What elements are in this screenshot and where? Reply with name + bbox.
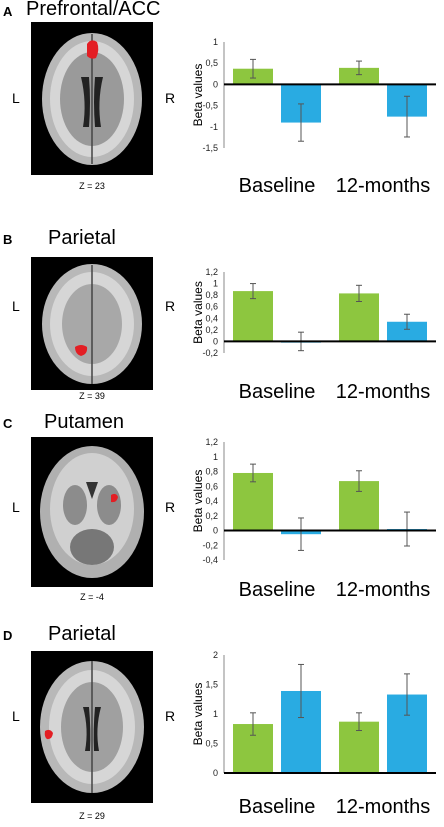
- panel-letter: D: [3, 628, 13, 643]
- panel-letter: B: [3, 232, 13, 247]
- panel-b: B Parietal L R Z = 39 Beta values 1,2 1 0,8…: [0, 205, 444, 410]
- y-tick-label: -0,2: [202, 348, 218, 358]
- y-tick-label: 0,4: [205, 313, 218, 323]
- panel-title: Parietal: [48, 227, 116, 249]
- right-side-label: R: [165, 298, 176, 314]
- panel-letter: C: [3, 416, 13, 431]
- y-tick-label: 0,8: [205, 467, 218, 477]
- y-tick-label: 0,2: [205, 511, 218, 521]
- panel-title: Putamen: [44, 411, 125, 433]
- y-tick-label: -1: [210, 122, 218, 132]
- right-side-label: R: [165, 708, 176, 724]
- y-tick-label: 0,4: [205, 496, 218, 506]
- y-tick-label: 0,6: [205, 481, 218, 491]
- brain-slice-image: [31, 651, 153, 803]
- y-tick-label: -1,5: [202, 143, 218, 153]
- brain-slice-image: [31, 437, 153, 587]
- y-tick-label: 1,5: [205, 680, 218, 690]
- bar: [233, 472, 273, 531]
- y-tick-label: 0,6: [205, 302, 218, 312]
- y-axis-label: Beta values: [191, 470, 205, 533]
- y-tick-label: 0: [213, 526, 218, 536]
- y-tick-label: 1: [213, 709, 218, 719]
- right-side-label: R: [165, 499, 176, 515]
- y-tick-label: 0,5: [205, 739, 218, 749]
- z-coordinate-label: Z = 39: [79, 391, 105, 401]
- bar: [387, 321, 427, 342]
- y-tick-label: 0,8: [205, 290, 218, 300]
- y-tick-label: 0,5: [205, 58, 218, 68]
- brain-slice-image: [31, 257, 153, 390]
- y-tick-label: -0,2: [202, 540, 218, 550]
- y-tick-label: 1,2: [205, 437, 218, 447]
- y-axis-label: Beta values: [191, 683, 205, 746]
- category-label: Baseline: [239, 579, 316, 601]
- y-tick-label: 1: [213, 37, 218, 47]
- bar: [233, 291, 273, 342]
- y-tick-label: 2: [213, 650, 218, 660]
- panel-title: Prefrontal/ACC: [26, 0, 161, 20]
- category-label: 12-months: [336, 796, 431, 818]
- left-side-label: L: [12, 90, 20, 106]
- y-tick-label: 1: [213, 452, 218, 462]
- z-coordinate-label: Z = -4: [80, 592, 104, 602]
- brain-slice-image: [31, 22, 153, 175]
- y-tick-label: 0: [213, 79, 218, 89]
- y-tick-label: 0: [213, 336, 218, 346]
- category-label: 12-months: [336, 579, 431, 601]
- z-coordinate-label: Z = 29: [79, 811, 105, 821]
- bar-chart: Beta values 1 0,5 0 -0,5 -1 -1,5 Baseline 12-mon…: [191, 37, 436, 197]
- category-label: 12-months: [336, 381, 431, 403]
- panel-d: D Parietal L R Z = 29 Beta values 2 1,5 1 0,…: [0, 615, 444, 827]
- category-label: 12-months: [336, 175, 431, 197]
- y-tick-label: 1: [213, 279, 218, 289]
- y-tick-label: -0,4: [202, 555, 218, 565]
- y-axis-label: Beta values: [191, 281, 205, 344]
- panel-title: Parietal: [48, 623, 116, 645]
- bar-chart: Beta values 2 1,5 1 0,5 0 Baseline 12-months: [191, 650, 436, 818]
- panel-a: A Prefrontal/ACC L R Z = 23 Beta values 1…: [0, 0, 444, 205]
- left-side-label: L: [12, 298, 20, 314]
- category-label: Baseline: [239, 796, 316, 818]
- left-side-label: L: [12, 499, 20, 515]
- y-tick-label: 0: [213, 768, 218, 778]
- left-side-label: L: [12, 708, 20, 724]
- category-label: Baseline: [239, 175, 316, 197]
- z-coordinate-label: Z = 23: [79, 181, 105, 191]
- y-tick-label: 1,2: [205, 267, 218, 277]
- y-tick-label: 0,2: [205, 325, 218, 335]
- y-axis-label: Beta values: [191, 64, 205, 127]
- bar-chart: Beta values 1,2 1 0,8 0,6 0,4 0,2 0 -0,2 -0,4 Base…: [191, 437, 436, 601]
- right-side-label: R: [165, 90, 176, 106]
- panel-c: C Putamen L R Z = -4 Beta values 1,2 1 0,8 0…: [0, 410, 444, 615]
- bar: [339, 67, 379, 85]
- panel-letter: A: [3, 4, 13, 19]
- category-label: Baseline: [239, 381, 316, 403]
- y-tick-label: -0,5: [202, 101, 218, 111]
